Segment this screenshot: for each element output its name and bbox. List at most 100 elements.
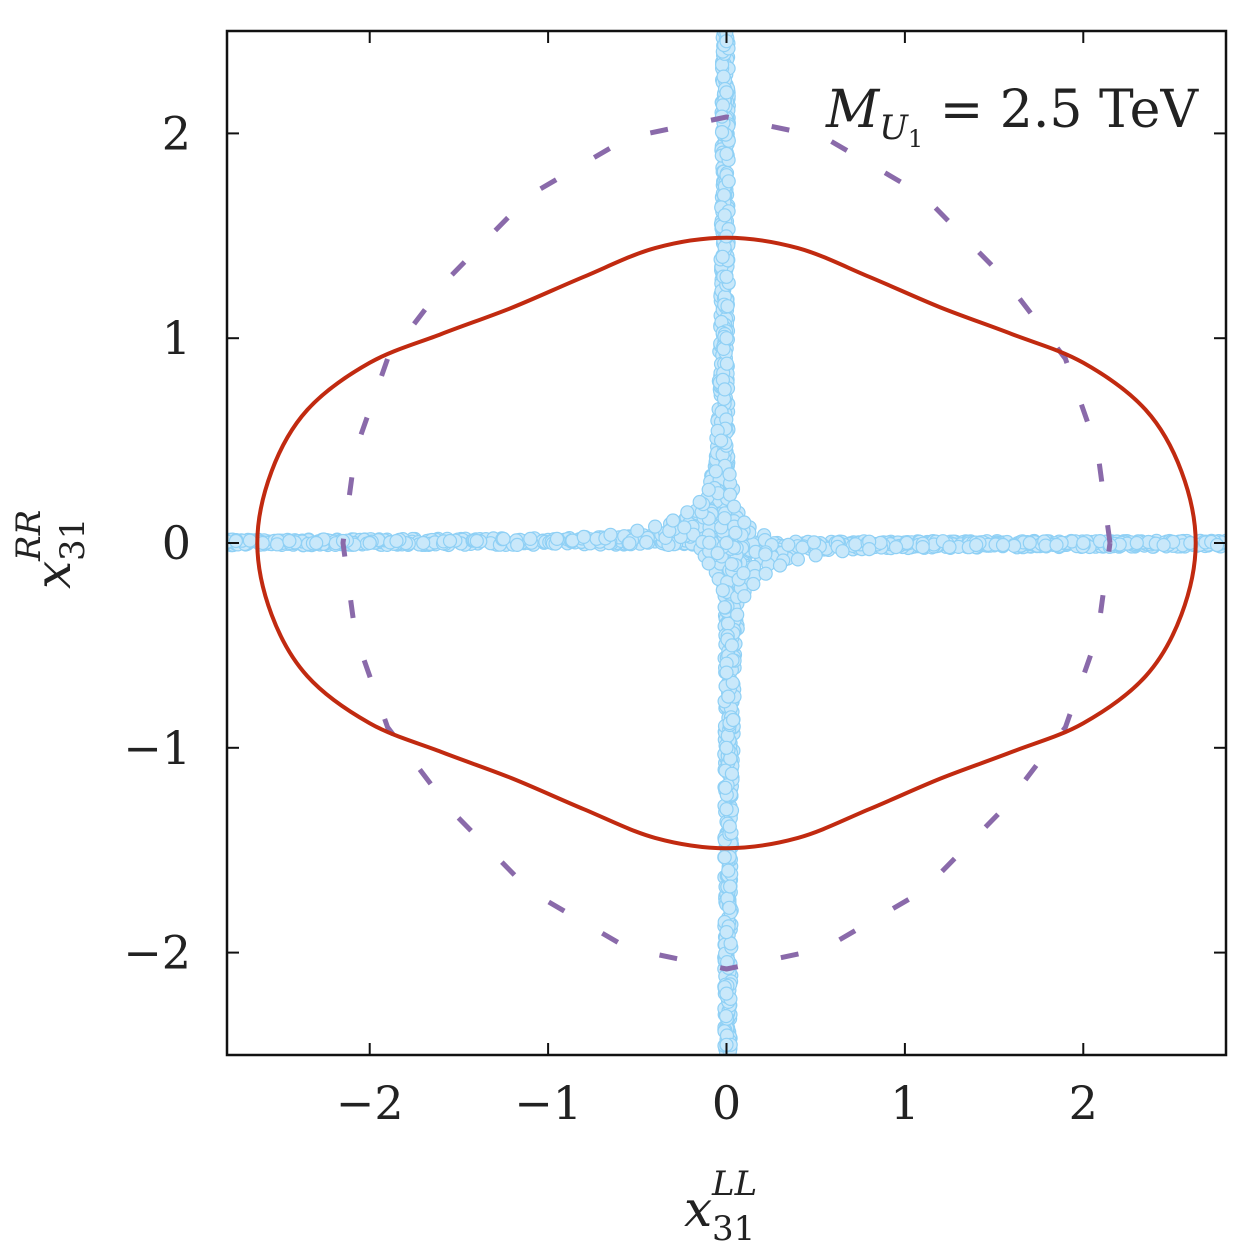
scatter-point xyxy=(862,541,877,557)
scatter-point xyxy=(469,533,484,549)
scatter-point xyxy=(806,535,822,550)
y-tick-label: 1 xyxy=(162,311,191,365)
scatter-point xyxy=(781,537,796,553)
scatter-point xyxy=(708,464,723,479)
scatter-point xyxy=(722,819,737,834)
scatter-point xyxy=(726,499,742,514)
scatter-point xyxy=(969,537,984,553)
scatter-point xyxy=(1129,535,1144,551)
scatter-point xyxy=(716,188,732,203)
scatter-point xyxy=(724,638,740,653)
scatter-point xyxy=(1076,535,1091,551)
scatter-point xyxy=(722,467,737,482)
y-tick-label: −2 xyxy=(123,926,191,980)
scatter-point xyxy=(721,174,736,189)
scatter-point xyxy=(549,531,565,547)
scatter-point xyxy=(228,533,243,549)
scatter-point xyxy=(719,269,734,284)
scatter-point xyxy=(717,208,732,223)
scatter-point xyxy=(915,539,930,555)
solid-contour xyxy=(255,235,1198,851)
y-tick-label: 2 xyxy=(162,106,191,160)
scatter-point xyxy=(719,146,734,161)
scatter-point xyxy=(758,547,773,562)
scatter-point xyxy=(677,520,692,535)
scatter-point xyxy=(389,533,404,549)
scatter-point xyxy=(647,519,663,534)
scatter-point xyxy=(790,552,806,567)
y-axis-label: x RR 31 xyxy=(9,510,93,589)
scatter-point xyxy=(282,533,297,549)
x-tick-label: 2 xyxy=(1069,1076,1098,1130)
scatter-point xyxy=(719,535,734,551)
scatter-point xyxy=(737,515,752,530)
scatter-point xyxy=(717,600,732,615)
scatter-point xyxy=(719,331,734,346)
ticks-layer: −2 −1 0 1 2 −2 −1 0 1 2 xyxy=(123,31,1226,1130)
scatter-point xyxy=(720,299,735,314)
scatter-point xyxy=(416,535,431,551)
scatter-point xyxy=(710,546,725,561)
scatter-point xyxy=(728,525,743,540)
scatter-point xyxy=(724,766,740,781)
scatter-point xyxy=(808,548,823,563)
scatter-point xyxy=(835,544,850,559)
scatter-point xyxy=(736,566,751,581)
scatter-point xyxy=(721,863,736,878)
scatter-point xyxy=(721,689,736,704)
scatter-point xyxy=(496,531,511,547)
y-tick-label: 0 xyxy=(162,516,191,570)
scatter-point xyxy=(701,556,716,571)
scatter-point xyxy=(362,535,377,551)
scatter-point xyxy=(510,537,525,553)
scatter-point xyxy=(1022,535,1037,551)
scatter-point xyxy=(630,523,645,538)
scatter-point xyxy=(719,356,735,371)
scatter-point xyxy=(718,1008,734,1024)
mass-annotation: MU1 = 2.5 TeV xyxy=(825,80,1199,153)
scatter-point xyxy=(746,576,761,592)
scatter-point xyxy=(995,537,1011,553)
scatter-point xyxy=(722,900,737,915)
scatter-point xyxy=(758,566,773,581)
scatter-point xyxy=(737,589,752,604)
scatter-point xyxy=(718,780,733,795)
x-tick-label: −2 xyxy=(336,1076,404,1130)
scatter-point xyxy=(719,85,734,100)
scatter-point xyxy=(719,665,734,680)
scatter-point xyxy=(719,924,734,940)
scatter-point xyxy=(888,539,904,555)
scatter-point xyxy=(702,535,717,550)
x-axis-label: x LL 31 xyxy=(684,1164,762,1249)
dashed-contour-layer xyxy=(340,114,1113,972)
scatter-point xyxy=(576,529,591,545)
scatter-point xyxy=(1049,537,1064,553)
x-tick-label: 1 xyxy=(890,1076,919,1130)
scatter-point xyxy=(665,513,681,528)
scatter-point xyxy=(309,535,324,551)
scatter-point xyxy=(603,527,618,542)
scatter-point xyxy=(639,534,654,550)
scatter-point xyxy=(722,487,738,502)
scatter-point xyxy=(725,675,740,690)
scatter-point xyxy=(717,511,732,526)
scatter-point xyxy=(725,712,741,728)
solid-contour-layer xyxy=(255,235,1198,851)
scatter-point xyxy=(719,740,734,755)
scatter-point xyxy=(714,125,730,140)
scatter-point xyxy=(715,249,730,264)
scatter-point xyxy=(719,802,734,817)
scatter-point xyxy=(722,879,738,894)
scatter-point xyxy=(715,583,730,598)
y-tick-label: −1 xyxy=(123,721,191,775)
x-tick-label: −1 xyxy=(514,1076,582,1130)
scatter-point xyxy=(692,494,707,510)
scatter-point xyxy=(716,69,731,84)
scatter-point xyxy=(242,533,257,548)
dashed-contour xyxy=(340,114,1113,972)
scatter-point xyxy=(680,505,695,520)
scatter-point xyxy=(1156,537,1171,553)
scatter-layer xyxy=(227,31,1226,1055)
scatter-point xyxy=(942,539,957,555)
